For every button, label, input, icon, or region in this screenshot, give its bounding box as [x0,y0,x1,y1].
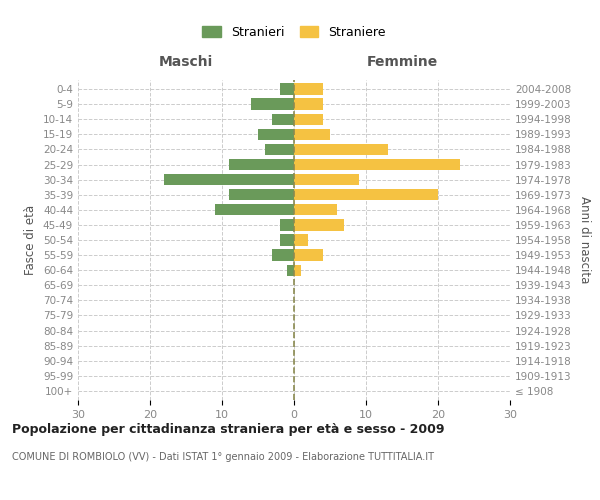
Text: Popolazione per cittadinanza straniera per età e sesso - 2009: Popolazione per cittadinanza straniera p… [12,422,445,436]
Bar [164,174,294,186]
Bar [280,84,294,94]
Y-axis label: Fasce di età: Fasce di età [25,205,37,275]
Bar [215,204,294,216]
Bar [287,264,294,276]
Bar [294,144,388,155]
Text: Maschi: Maschi [159,56,213,70]
Y-axis label: Anni di nascita: Anni di nascita [578,196,591,284]
Bar [294,189,438,200]
Bar [280,234,294,246]
Bar [294,204,337,216]
Bar [294,234,308,246]
Bar [294,159,460,170]
Text: COMUNE DI ROMBIOLO (VV) - Dati ISTAT 1° gennaio 2009 - Elaborazione TUTTITALIA.I: COMUNE DI ROMBIOLO (VV) - Dati ISTAT 1° … [12,452,434,462]
Text: Femmine: Femmine [367,56,437,70]
Bar [294,84,323,94]
Bar [258,128,294,140]
Bar [272,114,294,125]
Bar [229,159,294,170]
Legend: Stranieri, Straniere: Stranieri, Straniere [199,22,389,42]
Bar [280,219,294,230]
Bar [294,250,323,261]
Bar [294,174,359,186]
Bar [294,128,330,140]
Bar [294,98,323,110]
Bar [294,264,301,276]
Bar [294,219,344,230]
Bar [265,144,294,155]
Bar [272,250,294,261]
Bar [294,114,323,125]
Bar [251,98,294,110]
Bar [229,189,294,200]
